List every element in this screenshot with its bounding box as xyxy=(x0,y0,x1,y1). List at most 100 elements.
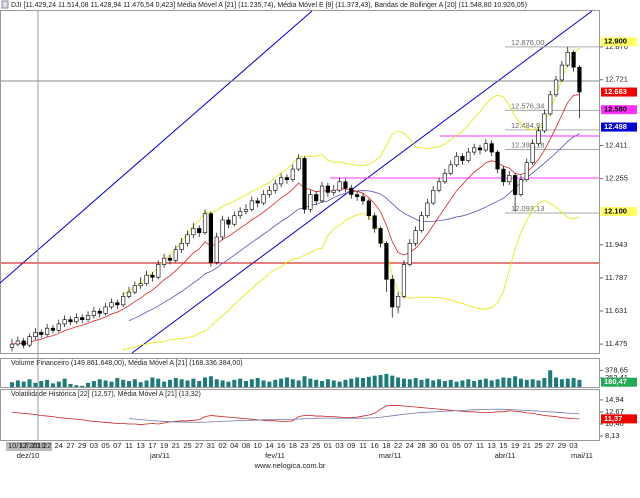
moving-average xyxy=(128,133,580,322)
candle-body xyxy=(62,319,67,325)
volume-bar xyxy=(413,378,418,387)
candle-body xyxy=(103,306,108,314)
candle-body xyxy=(85,315,91,320)
candle-body xyxy=(179,243,184,250)
y-tick-label: 11.787 xyxy=(605,273,627,282)
candle-body xyxy=(495,151,500,170)
price-tag xyxy=(601,122,637,132)
volume-bar xyxy=(27,379,32,387)
volume-bar xyxy=(197,381,202,387)
x-tick-label: 21 xyxy=(523,441,531,450)
candle-body xyxy=(472,147,477,153)
y-tick-label: 11.475 xyxy=(605,339,627,348)
volume-bar xyxy=(68,384,73,387)
x-tick-label: 24 xyxy=(406,441,414,450)
candle-body xyxy=(21,340,26,346)
candle-body xyxy=(395,296,401,308)
x-tick-label: 27 xyxy=(546,441,554,450)
volume-bar xyxy=(425,378,430,387)
volatility-average xyxy=(128,408,580,423)
volume-bar xyxy=(554,377,559,387)
candle-body xyxy=(431,189,436,204)
candle-body xyxy=(80,317,85,320)
candle-body xyxy=(226,219,231,225)
volume-bar xyxy=(45,379,50,387)
candle-body xyxy=(384,243,389,280)
candle-body xyxy=(39,332,44,335)
trend-line xyxy=(0,10,313,284)
volume-bar xyxy=(232,379,237,387)
volume-bar xyxy=(407,379,412,387)
x-tick-label: 10/12/2010 xyxy=(8,441,46,450)
candle-body xyxy=(331,189,336,193)
volume-bar xyxy=(495,379,500,387)
x-tick-label: 01 xyxy=(324,441,332,450)
price-tag-label: 180,47 xyxy=(604,377,627,386)
candle-body xyxy=(185,234,190,244)
volume-bar xyxy=(10,382,14,387)
volume-bar xyxy=(132,379,137,387)
candle-body xyxy=(425,202,430,217)
volume-bar xyxy=(401,378,406,387)
candle-body xyxy=(489,143,494,153)
volume-bar xyxy=(384,373,389,387)
candle-body xyxy=(220,219,225,238)
x-tick-label: 27 xyxy=(195,441,203,450)
volume-bar xyxy=(56,381,61,387)
candle-body xyxy=(138,283,143,287)
x-tick-label: 25 xyxy=(183,441,191,450)
x-tick-label: 09 xyxy=(347,441,355,450)
y-tick-label: 11.631 xyxy=(605,306,627,315)
candle-body xyxy=(214,236,219,263)
volume-bar xyxy=(489,380,494,387)
volume-bar xyxy=(308,378,313,387)
volume-bar xyxy=(448,379,453,387)
volume-bar xyxy=(15,380,20,387)
price-panel xyxy=(0,10,600,354)
x-tick-label: 05 xyxy=(101,441,109,450)
candle-body xyxy=(308,194,313,210)
volume-bar xyxy=(478,379,482,387)
x-tick-label: 24 xyxy=(55,441,63,450)
x-tick-label: 22 xyxy=(43,441,51,450)
x-tick-label: 23 xyxy=(300,441,308,450)
price-tag xyxy=(601,37,637,47)
month-label: mar/11 xyxy=(379,451,402,460)
candle-body xyxy=(302,158,307,210)
y-tick-label: 12.255 xyxy=(605,174,628,183)
volume-bar xyxy=(203,377,208,387)
candle-body xyxy=(173,249,178,261)
volume-bar xyxy=(565,378,570,387)
x-tick-label: 25 xyxy=(312,441,320,450)
x-tick-label: 29 xyxy=(78,441,86,450)
candle-body xyxy=(548,94,553,115)
month-label: jan/11 xyxy=(149,451,170,460)
candle-body xyxy=(202,213,208,234)
volume-bar xyxy=(150,377,155,387)
volume-bar xyxy=(33,382,38,387)
candle-body xyxy=(542,113,547,132)
candle-body xyxy=(238,211,243,217)
candle-body xyxy=(232,215,237,225)
volume-bar xyxy=(86,382,91,387)
x-tick-label: 13 xyxy=(137,441,145,450)
month-label: mai/11 xyxy=(571,451,593,460)
volume-bar xyxy=(378,375,383,387)
x-tick-label: 18 xyxy=(289,441,297,450)
candle-body xyxy=(255,200,260,204)
volume-bar xyxy=(518,378,523,387)
candle-body xyxy=(466,151,471,161)
candle-body xyxy=(74,317,79,323)
volume-bar xyxy=(109,381,114,387)
candle-body xyxy=(44,327,50,335)
y-tick-label: 12,67 xyxy=(605,407,624,416)
volume-bar xyxy=(372,375,377,387)
volume-bar xyxy=(144,380,149,387)
candle-body xyxy=(559,64,564,81)
price-tag xyxy=(601,414,637,424)
volume-bar xyxy=(249,379,254,387)
candle-body xyxy=(483,143,488,151)
price-tag xyxy=(601,206,637,216)
x-tick-label: 19 xyxy=(511,441,519,450)
volume-bar xyxy=(162,381,167,387)
